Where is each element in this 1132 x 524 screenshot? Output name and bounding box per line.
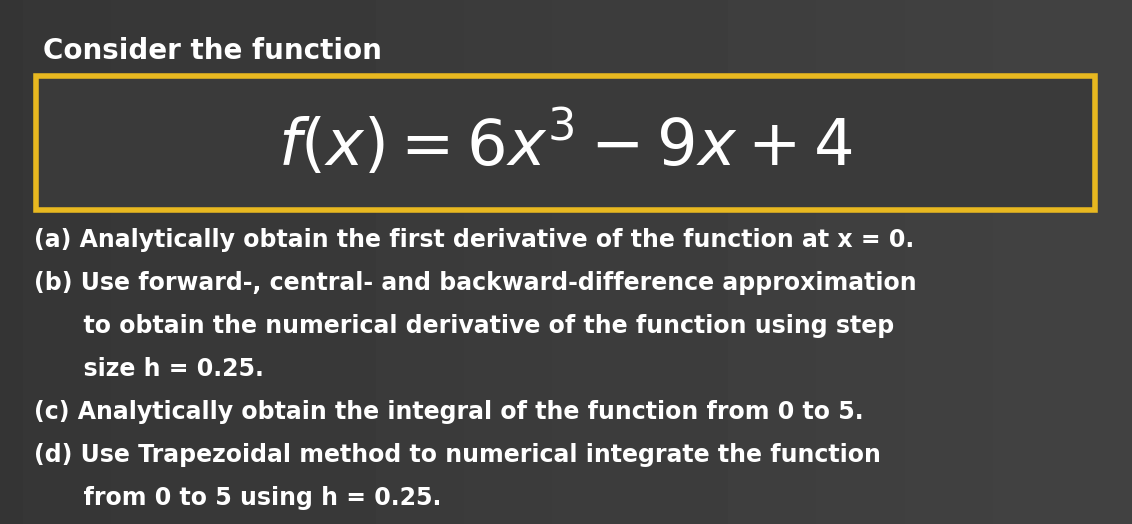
Text: to obtain the numerical derivative of the function using step: to obtain the numerical derivative of th… <box>34 314 894 338</box>
FancyBboxPatch shape <box>36 76 1095 210</box>
Text: Consider the function: Consider the function <box>43 37 381 64</box>
Text: size h = 0.25.: size h = 0.25. <box>34 357 264 381</box>
Text: $\mathit{f}(\mathit{x}) = 6\mathit{x}^3 - 9\mathit{x} + 4$: $\mathit{f}(\mathit{x}) = 6\mathit{x}^3 … <box>278 107 852 178</box>
Text: (c) Analytically obtain the integral of the function from 0 to 5.: (c) Analytically obtain the integral of … <box>34 400 864 424</box>
Text: (a) Analytically obtain the first derivative of the function at x = 0.: (a) Analytically obtain the first deriva… <box>34 228 915 252</box>
Text: (b) Use forward-, central- and backward-difference approximation: (b) Use forward-, central- and backward-… <box>34 271 917 295</box>
Text: from 0 to 5 using h = 0.25.: from 0 to 5 using h = 0.25. <box>34 486 441 510</box>
Text: (d) Use Trapezoidal method to numerical integrate the function: (d) Use Trapezoidal method to numerical … <box>34 443 881 467</box>
